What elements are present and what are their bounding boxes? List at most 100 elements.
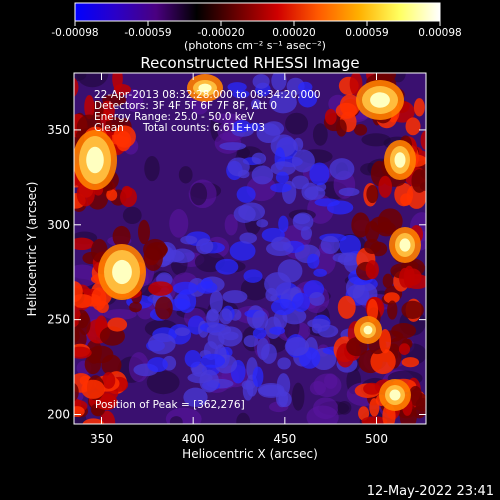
heat-cell: [252, 366, 264, 388]
heat-cell: [74, 264, 98, 287]
heat-cell: [383, 292, 400, 304]
heat-cell: [184, 349, 201, 368]
heat-cell: [309, 162, 330, 186]
peak-position-label: Position of Peak = [362,276]: [95, 399, 245, 411]
colorbar-tick-label: -0.00098: [51, 27, 98, 39]
heat-cell: [420, 130, 426, 150]
heat-cell: [312, 123, 328, 146]
heat-cell: [391, 323, 417, 339]
heat-cell: [285, 112, 309, 135]
chart-title: Reconstructed RHESSI Image: [140, 54, 359, 72]
heat-cell: [116, 130, 132, 152]
heat-cell: [278, 215, 289, 233]
heat-cell: [78, 312, 91, 336]
heat-cell: [94, 394, 118, 410]
heat-cell: [320, 235, 340, 255]
heat-cell: [247, 122, 262, 131]
heat-cell: [338, 187, 360, 197]
heat-cell: [270, 182, 292, 193]
heat-cell: [370, 348, 396, 375]
colorbar-tick-label: 0.00059: [345, 27, 388, 39]
heat-cell: [313, 373, 342, 398]
heat-cell: [252, 327, 267, 339]
heat-cell: [291, 292, 311, 312]
heat-cell: [173, 281, 199, 295]
heat-cell: [389, 389, 401, 401]
heat-cell: [74, 281, 83, 303]
heat-cell: [198, 83, 212, 93]
heat-cell: [292, 212, 314, 231]
heat-cell: [365, 260, 379, 280]
heat-cell: [270, 298, 296, 316]
x-tick-label: 400: [182, 432, 205, 446]
peak-marker: [120, 267, 127, 274]
heat-cell: [74, 77, 79, 97]
heat-cell: [252, 74, 270, 89]
colorbar-ticks: -0.00098 -0.00059 -0.00020 0.00020 0.00059 0.…: [51, 21, 462, 39]
heat-cell: [169, 209, 189, 238]
x-axis-label: Heliocentric X (arcsec): [182, 447, 318, 461]
heat-cell: [301, 182, 319, 201]
heat-cell: [224, 214, 238, 236]
heat-cell: [196, 281, 218, 294]
heat-cell: [361, 133, 391, 147]
heat-cell: [337, 295, 356, 319]
heat-cell: [377, 208, 403, 235]
heat-cell: [76, 73, 109, 88]
heat-cell: [124, 88, 144, 112]
heat-cell: [74, 406, 85, 417]
y-tick-label: 250: [47, 313, 70, 327]
colorbar-tick-label: 0.00098: [418, 27, 461, 39]
heat-cell: [86, 339, 102, 364]
heat-cell: [265, 241, 294, 256]
heat-cell: [227, 82, 247, 92]
heat-cell: [229, 241, 256, 261]
heat-cell: [91, 287, 107, 311]
heat-cell: [269, 326, 286, 335]
heat-cell: [256, 219, 269, 228]
heat-cell: [366, 184, 379, 204]
heat-cell: [250, 98, 262, 110]
heat-cell: [382, 273, 394, 289]
heat-cell: [284, 337, 310, 357]
annotation-total-counts: Total counts: 6.61E+03: [142, 122, 265, 134]
heat-cell: [329, 158, 355, 181]
y-axis-label: Heliocentric Y (arcsec): [25, 182, 39, 317]
heat-cell: [269, 91, 297, 114]
heat-cell: [232, 120, 251, 133]
heat-cell: [99, 410, 116, 424]
heat-cell: [236, 186, 256, 203]
heat-cell: [81, 379, 105, 399]
heat-cell: [74, 382, 79, 402]
plot-frame: [73, 72, 427, 425]
heat-cell: [219, 308, 233, 325]
heat-cell: [84, 94, 95, 120]
annotation-clean: Clean: [94, 122, 124, 134]
heat-cell: [399, 238, 411, 252]
heat-cell: [147, 333, 176, 355]
heat-cell: [219, 142, 247, 151]
heatmap: [74, 73, 426, 424]
colorbar-tick-label: -0.00059: [124, 27, 171, 39]
heat-cell: [291, 382, 305, 411]
heat-cell: [265, 287, 278, 302]
heat-cell: [91, 100, 104, 120]
heat-cell: [241, 380, 256, 390]
heat-cell: [138, 219, 150, 245]
heat-cell: [122, 206, 142, 225]
heat-cell: [143, 238, 168, 261]
heat-cell: [236, 412, 251, 424]
heat-cell: [307, 253, 320, 269]
heat-cell: [405, 117, 421, 136]
heat-cell: [103, 309, 137, 320]
heat-cell: [379, 329, 392, 354]
heat-cell: [102, 372, 116, 389]
heat-cell: [387, 300, 398, 320]
heat-cell: [144, 155, 160, 182]
heat-cell: [363, 238, 381, 254]
heat-cell: [169, 416, 183, 424]
heat-cell: [420, 167, 426, 180]
axis-ticks: 350 400 450 500 200 250 300 350: [47, 73, 426, 446]
heat-cell: [148, 281, 173, 296]
